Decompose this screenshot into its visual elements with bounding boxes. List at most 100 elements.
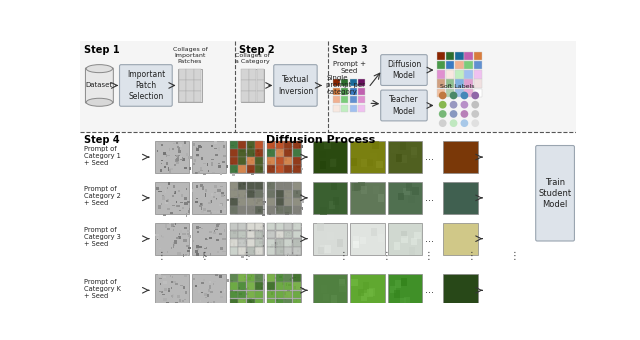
Bar <box>255 141 264 149</box>
Bar <box>175 155 178 156</box>
Bar <box>465 70 473 79</box>
Bar <box>248 151 250 154</box>
Bar <box>369 239 375 246</box>
Bar <box>247 171 250 174</box>
Bar <box>230 165 238 173</box>
FancyBboxPatch shape <box>381 90 428 121</box>
Bar <box>172 205 175 206</box>
Bar <box>158 274 161 277</box>
Bar <box>289 245 292 248</box>
Bar <box>238 223 246 231</box>
Bar <box>203 173 205 175</box>
Bar <box>257 278 260 279</box>
Bar <box>162 294 165 295</box>
Bar <box>221 247 223 250</box>
Circle shape <box>450 119 458 127</box>
Bar <box>278 150 282 153</box>
Bar <box>249 91 257 102</box>
Bar <box>202 186 204 190</box>
Bar <box>184 299 186 300</box>
Bar <box>296 190 298 193</box>
Bar <box>276 208 278 211</box>
Bar <box>299 226 302 227</box>
Bar <box>223 292 225 293</box>
Bar <box>205 239 208 240</box>
Bar <box>164 190 166 193</box>
Bar <box>292 304 293 306</box>
Text: ⋮: ⋮ <box>199 251 209 261</box>
Bar <box>172 294 174 297</box>
Bar <box>223 280 225 283</box>
Circle shape <box>439 110 447 118</box>
Bar <box>238 141 246 149</box>
Bar <box>273 166 275 168</box>
Bar <box>276 165 284 173</box>
Bar <box>223 161 225 163</box>
Bar <box>193 182 227 214</box>
Bar <box>239 164 242 167</box>
Bar <box>267 190 275 198</box>
Bar <box>160 169 162 172</box>
Bar <box>292 274 301 282</box>
Bar <box>211 159 214 160</box>
Bar <box>201 282 204 284</box>
Bar <box>161 144 163 146</box>
Bar <box>292 231 301 238</box>
Bar <box>158 190 162 192</box>
Bar <box>207 303 209 304</box>
Bar <box>182 291 184 293</box>
Bar <box>300 207 303 210</box>
Bar <box>177 205 180 207</box>
Bar <box>455 70 463 79</box>
Bar <box>230 274 238 282</box>
Bar <box>197 231 198 233</box>
Bar <box>188 210 191 213</box>
Bar <box>184 291 187 294</box>
Bar <box>198 290 200 293</box>
Text: ...: ... <box>425 234 434 244</box>
Bar <box>285 254 287 256</box>
Bar <box>161 235 163 237</box>
Circle shape <box>472 110 479 118</box>
Bar <box>331 295 337 303</box>
Bar <box>168 200 169 202</box>
Bar <box>234 167 236 168</box>
Bar <box>388 182 422 214</box>
Bar <box>474 88 482 97</box>
Bar <box>289 184 292 186</box>
Bar <box>412 187 419 195</box>
Bar <box>200 167 202 170</box>
Ellipse shape <box>86 65 113 73</box>
Bar <box>163 298 166 301</box>
Bar <box>214 148 217 149</box>
Bar <box>294 167 297 168</box>
Bar <box>291 184 294 186</box>
Bar <box>246 293 249 295</box>
Bar <box>267 274 301 306</box>
Bar <box>323 294 329 302</box>
Bar <box>168 182 170 185</box>
Bar <box>202 143 204 146</box>
Bar <box>188 201 189 203</box>
Bar <box>264 141 265 143</box>
Bar <box>205 255 207 257</box>
Bar <box>246 288 248 290</box>
Bar <box>196 148 199 151</box>
Bar <box>175 283 178 285</box>
Bar <box>390 286 396 293</box>
Bar <box>455 88 463 97</box>
Bar <box>267 231 275 238</box>
Text: Step 3: Step 3 <box>332 45 367 55</box>
Bar <box>276 300 278 301</box>
Bar <box>360 237 366 244</box>
FancyBboxPatch shape <box>85 68 113 103</box>
Bar <box>284 283 292 290</box>
Bar <box>444 141 477 173</box>
Bar <box>276 141 284 149</box>
Bar <box>218 211 220 213</box>
Bar <box>200 170 203 171</box>
Bar <box>184 167 187 169</box>
Bar <box>247 208 250 210</box>
Bar <box>269 197 271 199</box>
Bar <box>292 299 301 306</box>
